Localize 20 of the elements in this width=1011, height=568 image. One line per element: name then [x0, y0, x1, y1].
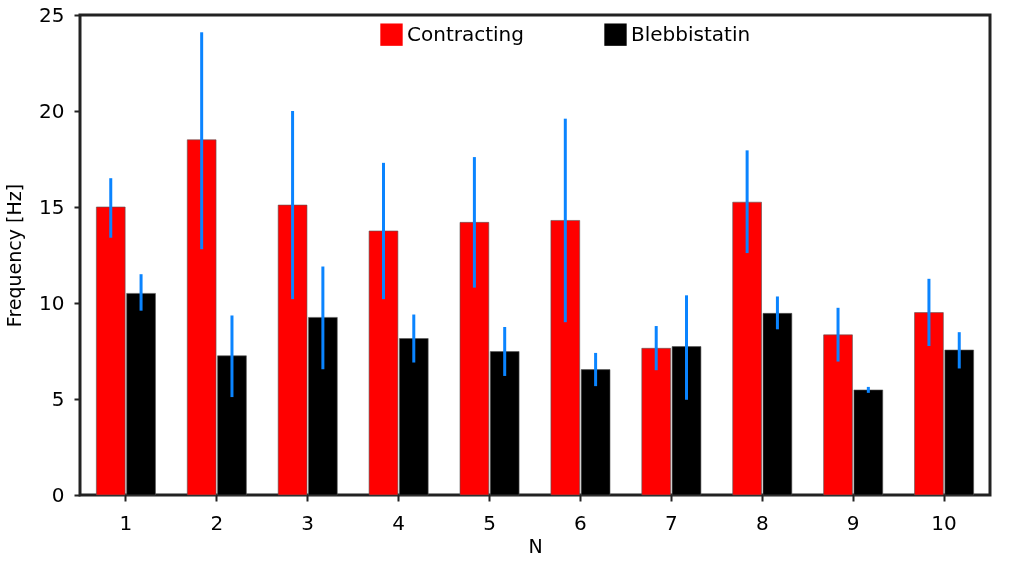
- x-tick-label: 3: [301, 510, 315, 535]
- x-tick-label: 6: [574, 510, 587, 535]
- x-tick-label: 9: [846, 510, 860, 535]
- y-tick-label: 15: [39, 194, 65, 219]
- x-axis-title: N: [528, 534, 543, 557]
- y-tick-label: 25: [39, 2, 65, 27]
- y-tick-label: 5: [51, 386, 65, 411]
- x-tick-label: 7: [665, 510, 678, 535]
- y-tick-label: 10: [39, 290, 65, 315]
- legend-label: Blebbistatin: [631, 21, 751, 46]
- x-tick-label: 10: [931, 510, 957, 535]
- y-axis-title: Frequency [Hz]: [3, 183, 26, 328]
- x-tick-label: 1: [119, 510, 133, 535]
- x-tick-label: 5: [483, 510, 496, 535]
- x-tick-label: 2: [210, 510, 224, 535]
- legend-label: Contracting: [407, 21, 524, 46]
- x-tick-label: 4: [392, 510, 405, 535]
- y-tick-label: 0: [51, 482, 65, 507]
- y-tick-label: 20: [39, 98, 65, 123]
- x-tick-label: 8: [755, 510, 769, 535]
